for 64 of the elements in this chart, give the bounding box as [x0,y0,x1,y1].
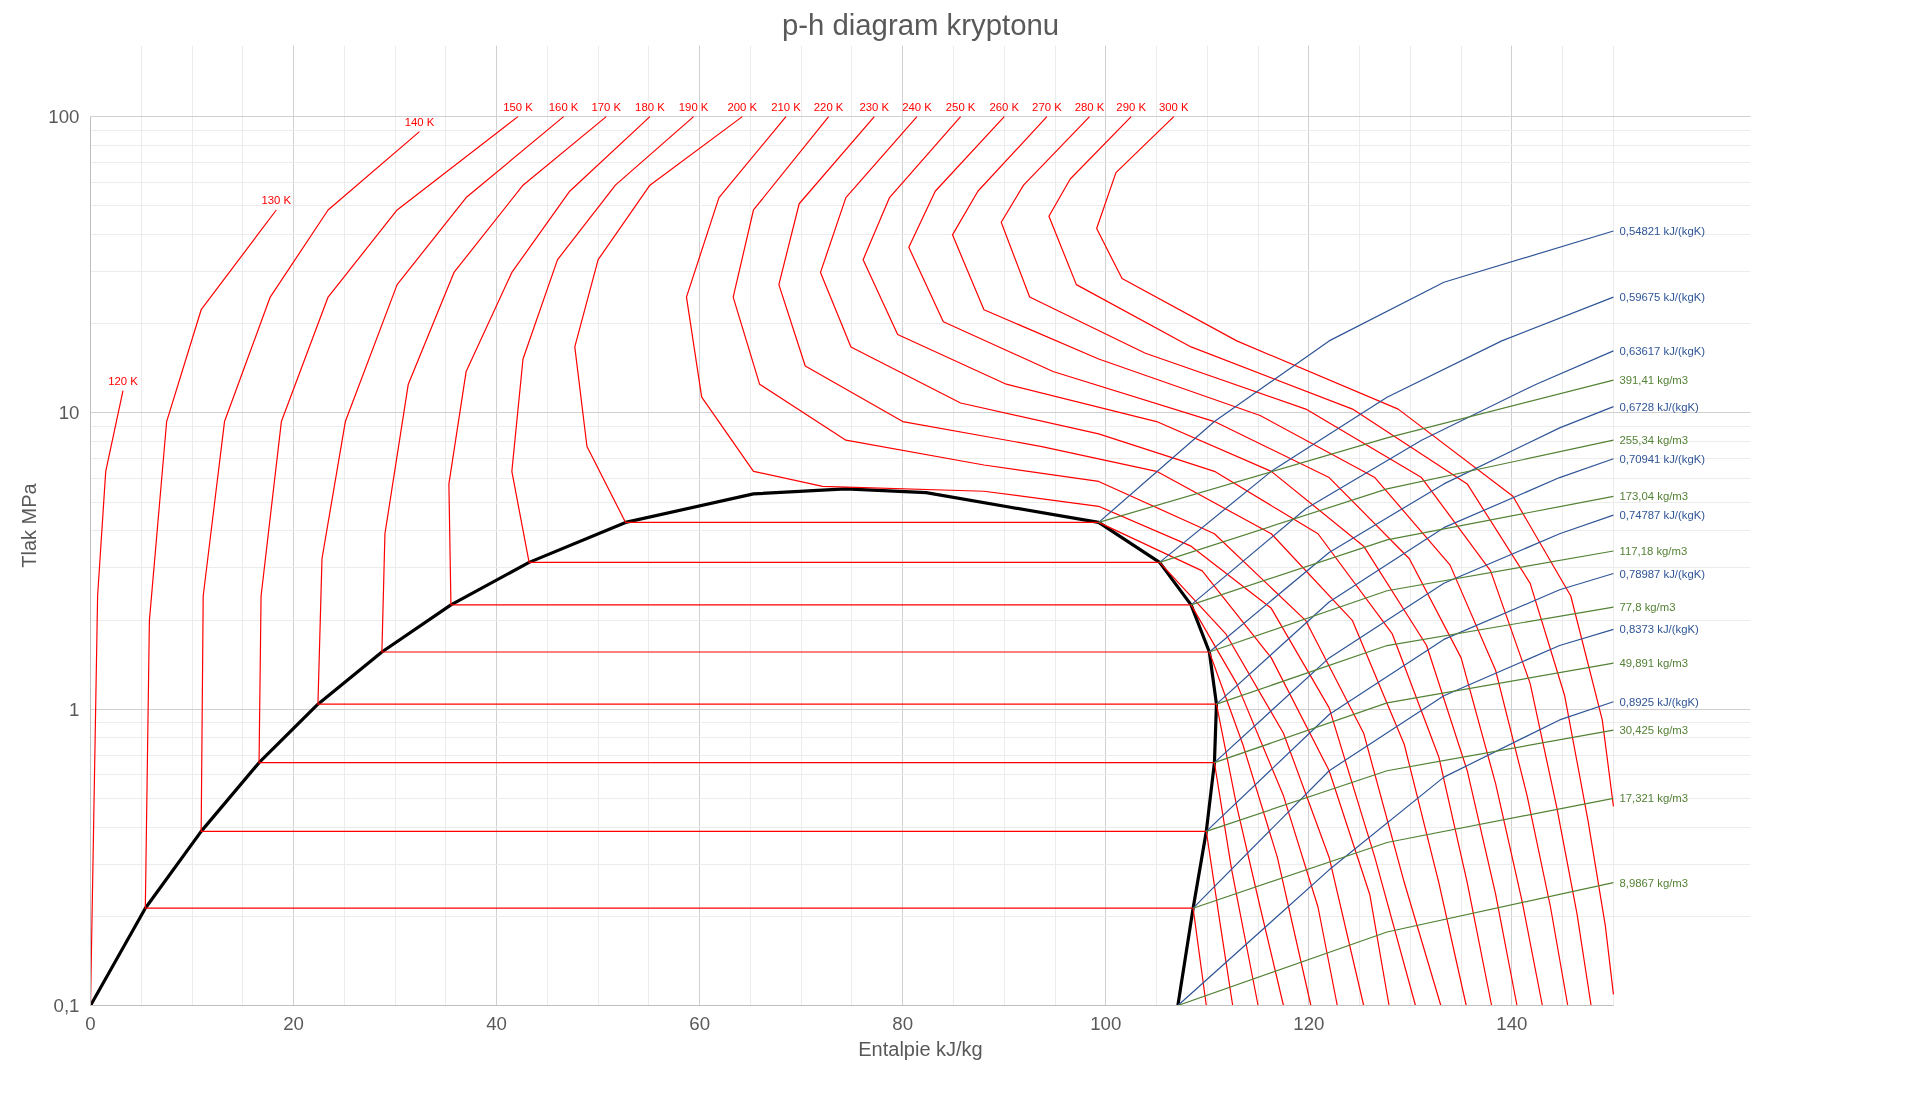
series-label: 300 K [1159,100,1190,113]
x-tick-label: 100 [1090,1012,1122,1034]
series-label: 180 K [635,100,666,113]
series-label: 130 K [261,193,292,206]
line-series [90,487,1219,1006]
x-tick-label: 140 [1496,1012,1528,1034]
x-tick-label: 0 [85,1012,96,1034]
y-tick-label: 1 [69,698,80,720]
line-series [144,209,1207,1006]
chart-title: p-h diagram kryptonu [781,7,1060,41]
y-tick-label: 10 [58,402,80,424]
x-tick-label: 60 [689,1012,711,1034]
line-series [1177,701,1615,1006]
line-series [1096,116,1615,807]
series-label: 0,70941 kJ/(kgK) [1619,452,1706,465]
series-label: 260 K [989,100,1020,113]
line-series [1098,230,1615,524]
series-label: 30,425 kg/m3 [1619,724,1689,737]
series-label: 0,63617 kJ/(kgK) [1619,344,1706,357]
series-label: 0,59675 kJ/(kgK) [1619,291,1706,304]
series-label: 17,321 kg/m3 [1619,792,1689,805]
x-tick-label: 20 [283,1012,304,1034]
series-label: 230 K [859,100,890,113]
line-series [1213,514,1615,764]
series-label: 150 K [503,100,534,113]
series-label: 280 K [1074,100,1105,113]
series-label: 8,9867 kg/m3 [1619,876,1689,889]
series-label: 250 K [945,100,976,113]
series-label: 220 K [813,100,844,113]
series-label: 270 K [1032,100,1063,113]
series-label: 49,891 kg/m3 [1619,657,1689,670]
series-label: 290 K [1116,100,1147,113]
series-label: 77,8 kg/m3 [1619,601,1676,614]
series-label: 173,04 kg/m3 [1619,490,1689,503]
y-axis-title: Tlak MPa [18,482,41,568]
series-label: 0,78987 kJ/(kgK) [1619,567,1706,580]
x-axis-title: Entalpie kJ/kg [858,1037,983,1060]
series-label: 0,8925 kJ/(kgK) [1619,695,1699,708]
line-series [1190,350,1615,606]
y-tick-label: 0,1 [53,995,80,1016]
series-label: 140 K [404,115,435,128]
series-label: 190 K [678,100,709,113]
series-label: 0,8373 kJ/(kgK) [1619,623,1699,636]
line-series [1205,572,1615,832]
series-label: 391,41 kg/m3 [1619,374,1689,387]
x-tick-label: 120 [1293,1012,1325,1034]
series-label: 240 K [902,100,933,113]
line-series [1208,406,1615,653]
line-series [1159,296,1615,563]
line-series [1215,458,1615,705]
line-series [1192,628,1615,909]
series-label: 0,74787 kJ/(kgK) [1619,509,1706,522]
x-tick-label: 40 [486,1012,508,1034]
series-label: 120 K [108,374,139,387]
x-tick-label: 80 [892,1012,914,1034]
series-label: 255,34 kg/m3 [1619,434,1689,447]
y-tick-label: 100 [48,106,80,128]
series-label: 117,18 kg/m3 [1619,544,1688,557]
series-label: 0,6728 kJ/(kgK) [1619,400,1699,413]
series-label: 0,54821 kJ/(kgK) [1619,225,1706,238]
series-label: 210 K [771,100,802,113]
series-label: 170 K [591,100,622,113]
series-label: 200 K [727,100,758,113]
series-label: 160 K [548,100,579,113]
